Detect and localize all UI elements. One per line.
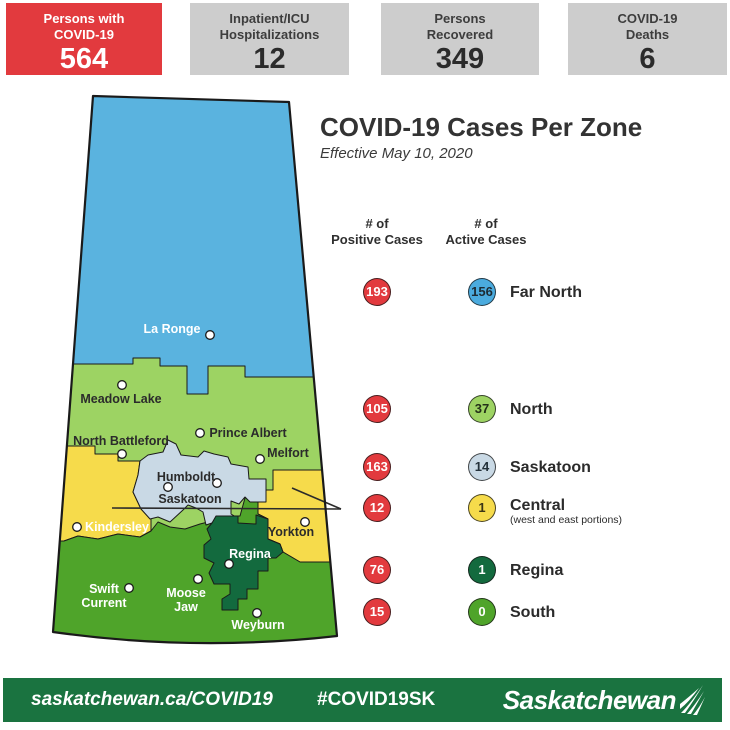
wheat-sheaf-icon xyxy=(680,685,705,715)
stat-label: Persons Recovered xyxy=(426,11,494,42)
zone-saskatoon xyxy=(132,439,267,526)
city-dot xyxy=(72,522,82,532)
city-dot xyxy=(193,574,203,584)
stat-value: 6 xyxy=(639,43,656,75)
city-dot xyxy=(300,517,310,527)
footer-bar: saskatchewan.ca/COVID19 #COVID19SK Saska… xyxy=(3,678,722,722)
zone-label: North xyxy=(510,400,553,418)
city-dot xyxy=(205,330,215,340)
zone-sublabel: (west and east portions) xyxy=(510,513,623,526)
city-dot xyxy=(252,608,262,618)
zone-row-saskatoon: 163 14 Saskatoon xyxy=(0,453,730,481)
zone-label: Central (west and east portions) xyxy=(510,496,623,526)
active-cases-column-header: # of Active Cases xyxy=(445,216,527,247)
positive-count-badge: 193 xyxy=(363,278,391,306)
city-dot xyxy=(195,428,205,438)
positive-cases-column-header: # of Positive Cases xyxy=(331,216,423,247)
city-dot xyxy=(212,478,222,488)
stat-box-recovered: Persons Recovered 349 xyxy=(381,3,539,75)
stat-value: 349 xyxy=(435,43,485,75)
positive-count-badge: 105 xyxy=(363,395,391,423)
zone-row-central: 12 1 Central (west and east portions) xyxy=(0,494,730,526)
city-dot xyxy=(255,454,265,464)
footer-hashtag[interactable]: #COVID19SK xyxy=(317,689,436,710)
zone-far-north xyxy=(53,96,337,395)
effective-date: Effective May 10, 2020 xyxy=(320,145,473,162)
central-zone-callout-lines xyxy=(111,487,342,510)
saskatchewan-wordmark: Saskatchewan xyxy=(502,684,677,715)
stat-label: Persons with COVID-19 xyxy=(43,11,125,42)
map-outline xyxy=(51,94,339,645)
city-dot xyxy=(224,559,234,569)
stat-box-hospitalizations: Inpatient/ICU Hospitalizations 12 xyxy=(190,3,349,75)
zone-row-north: 105 37 North xyxy=(0,395,730,423)
zone-row-far-north: 193 156 Far North xyxy=(0,278,730,306)
positive-count-badge: 76 xyxy=(363,556,391,584)
active-count-badge: 0 xyxy=(468,598,496,626)
zone-row-regina: 76 1 Regina xyxy=(0,556,730,584)
stat-box-persons-with-covid: Persons with COVID-19 564 xyxy=(6,3,162,75)
positive-count-badge: 12 xyxy=(363,494,391,522)
stat-label: Inpatient/ICU Hospitalizations xyxy=(219,11,320,42)
active-count-badge: 156 xyxy=(468,278,496,306)
stat-value: 12 xyxy=(253,43,286,75)
zone-regina xyxy=(203,514,284,611)
positive-count-badge: 163 xyxy=(363,453,391,481)
zone-label: Saskatoon xyxy=(510,458,591,476)
city-dot xyxy=(117,380,127,390)
zone-label: Far North xyxy=(510,283,582,301)
positive-count-badge: 15 xyxy=(363,598,391,626)
zone-label: Regina xyxy=(510,561,564,579)
active-count-badge: 37 xyxy=(468,395,496,423)
stat-label: COVID-19 Deaths xyxy=(617,11,678,42)
city-dot xyxy=(163,482,173,492)
city-dot xyxy=(124,583,134,593)
stat-value: 564 xyxy=(59,43,109,75)
active-count-badge: 1 xyxy=(468,556,496,584)
zone-row-south: 15 0 South xyxy=(0,598,730,626)
stat-box-deaths: COVID-19 Deaths 6 xyxy=(568,3,727,75)
active-count-badge: 14 xyxy=(468,453,496,481)
zone-label: South xyxy=(510,603,556,621)
city-dots xyxy=(72,330,310,618)
active-count-badge: 1 xyxy=(468,494,496,522)
footer-url-link[interactable]: saskatchewan.ca/COVID19 xyxy=(31,689,273,710)
page-title: COVID-19 Cases Per Zone xyxy=(320,112,643,142)
saskatchewan-logo: Saskatchewan xyxy=(503,678,706,722)
city-dot xyxy=(117,449,127,459)
